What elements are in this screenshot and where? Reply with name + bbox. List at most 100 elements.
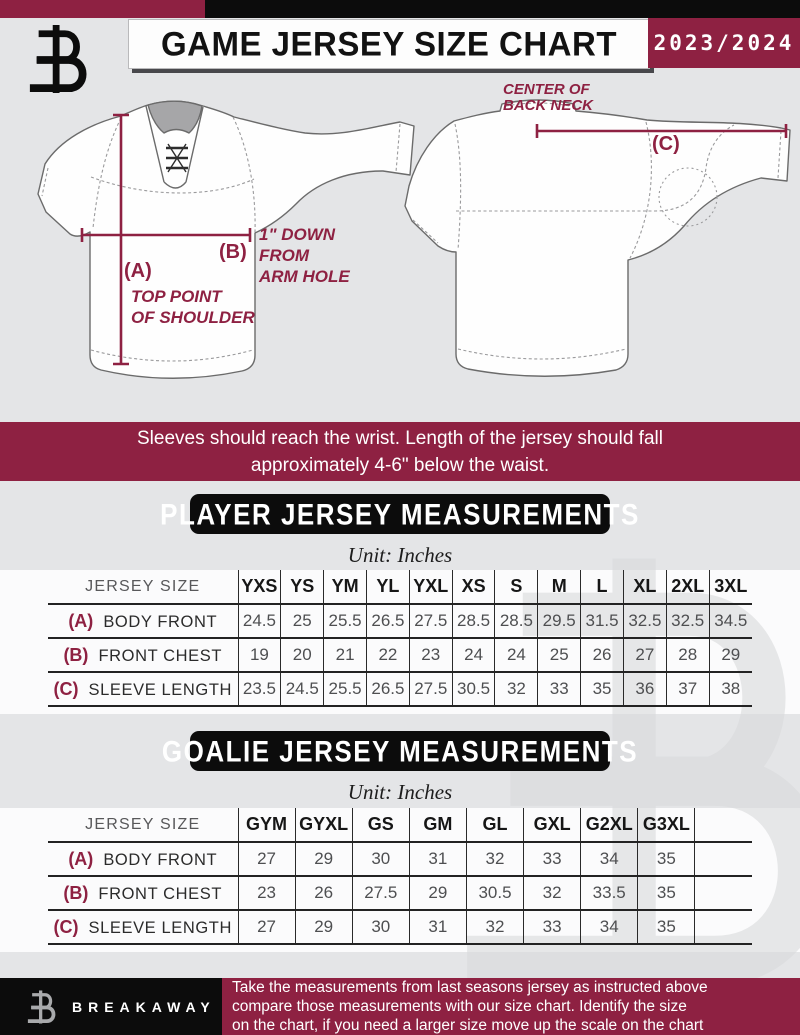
table-row: (C) SLEEVE LENGTH 23.5 24.5 25.5 26.5 27.5 30.5… [48,672,752,706]
player-unit-label: Unit: Inches [347,543,453,567]
row-key: (B) [63,644,89,665]
size-column-header: GYXL [294,808,353,842]
measurement-cell: 19 [237,638,281,672]
table-row: (A) BODY FRONT 27 29 30 31 32 33 34 35 [48,842,752,876]
size-column-header: YXS [237,570,281,604]
measurement-cell: 32 [465,842,524,876]
measurement-cell: 25.5 [323,604,367,638]
caption-a: TOP POINT OF SHOULDER [131,287,255,327]
caption-c: CENTER OF BACK NECK [503,81,593,114]
measurement-cell: 26 [580,638,624,672]
measurement-cell: 31 [408,910,467,944]
measurement-cell: 27 [622,638,667,672]
size-column-header: GM [408,808,467,842]
size-column-header: XL [622,570,667,604]
measurement-cell: 32.5 [665,604,710,638]
measurement-cell: 36 [622,672,667,706]
measurement-cell: 25.5 [323,672,367,706]
footer-brand-name: BREAKAWAY [72,998,216,1015]
size-column-header: G2XL [580,808,638,842]
measurement-cell: 28.5 [451,604,495,638]
player-size-table: JERSEY SIZE YXS YS YM YL YXL XS S M L XL 2XL 3XL (A) B… [48,570,752,707]
measurement-cell: 23 [408,638,453,672]
measurement-cell: 33.5 [580,876,638,910]
collar-lace [166,143,188,173]
measurement-cell: 24 [494,638,538,672]
size-column-header: GS [351,808,410,842]
measurement-cell: 30 [351,910,410,944]
measurement-cell [694,876,752,910]
size-column-header: GXL [523,808,581,842]
top-accent-bar-black [205,0,800,18]
measurement-cell: 30 [351,842,410,876]
page-title: GAME JERSEY SIZE CHART [161,24,617,63]
measurement-cell: 37 [665,672,710,706]
goalie-section-heading: GOALIE JERSEY MEASUREMENTS [161,733,639,768]
table-row: (B) FRONT CHEST 19 20 21 22 23 24 24 25 26 27 28 29 [48,638,752,672]
measurement-cell: 20 [280,638,324,672]
size-column-header: YXL [408,570,453,604]
measurement-cell: 34 [580,910,638,944]
measurement-cell: 33 [523,910,581,944]
footer-note-block: Take the measurements from last seasons … [222,978,800,1035]
measurement-cell: 32 [523,876,581,910]
measurement-cell: 29.5 [537,604,581,638]
measurement-cell: 26.5 [366,672,410,706]
player-section-heading-box: PLAYER JERSEY MEASUREMENTS [160,494,638,534]
row-label: SLEEVE LENGTH [88,680,233,699]
footer-note-line: compare those measurements with our size… [232,998,687,1015]
measurement-cell: 35 [637,842,695,876]
row-label-cell: (B) FRONT CHEST [48,876,238,910]
top-accent-bar-maroon [0,0,205,18]
caption-b: 1" DOWN FROM ARM HOLE [259,225,350,286]
measurement-cell: 30.5 [465,876,524,910]
row-label: FRONT CHEST [98,884,223,903]
measurement-cell: 29 [294,842,353,876]
player-section-heading: PLAYER JERSEY MEASUREMENTS [160,496,640,531]
measurement-cell: 33 [523,842,581,876]
measurement-cell: 35 [637,910,695,944]
size-column-header: G3XL [637,808,695,842]
row-label-cell: (C) SLEEVE LENGTH [48,672,238,706]
label-c: (C) [652,133,680,155]
row-label-cell: (C) SLEEVE LENGTH [48,910,238,944]
row-key: (A) [68,610,94,631]
size-column-header: S [494,570,538,604]
measurement-cell: 38 [708,672,752,706]
row-label: BODY FRONT [103,612,218,631]
season-label: 2023/2024 [653,31,795,55]
table-row: (C) SLEEVE LENGTH 27 29 30 31 32 33 34 35 [48,910,752,944]
measurement-cell: 32 [494,672,538,706]
table-header-row: JERSEY SIZE YXS YS YM YL YXL XS S M L XL 2XL 3XL [48,570,752,604]
row-key: (C) [53,916,79,937]
measurement-cell: 35 [580,672,624,706]
label-b: (B) [219,241,247,263]
size-column-header: GYM [237,808,296,842]
table-row: (A) BODY FRONT 24.5 25 25.5 26.5 27.5 28.5 28.5 2… [48,604,752,638]
size-column-header: L [580,570,624,604]
measurement-cell: 27 [237,910,296,944]
jersey-back-diagram [404,99,791,377]
measurement-cell: 31.5 [580,604,624,638]
page-title-box: GAME JERSEY SIZE CHART [128,19,650,69]
measurement-cell: 33 [537,672,581,706]
table-row: (B) FRONT CHEST 23 26 27.5 29 30.5 32 33.5 35 [48,876,752,910]
goalie-section-heading-box: GOALIE JERSEY MEASUREMENTS [162,731,637,771]
measurement-cell: 29 [708,638,752,672]
measurement-cell: 24.5 [237,604,281,638]
measurement-cell: 29 [294,910,353,944]
measure-line-b [80,228,252,242]
banner-line-1: Sleeves should reach the wrist. Length o… [137,427,663,449]
size-column-header: M [537,570,581,604]
footer-note-line: Take the measurements from last seasons … [232,979,708,996]
row-key: (B) [63,882,89,903]
size-column-header: XS [451,570,495,604]
row-label-cell: (B) FRONT CHEST [48,638,238,672]
measurement-cell: 32 [465,910,524,944]
measurement-cell: 21 [323,638,367,672]
measurement-cell: 24 [451,638,495,672]
goalie-size-table: JERSEY SIZE GYM GYXL GS GM GL GXL G2XL G3XL (A) BO… [48,808,752,945]
footer-brand-block: BREAKAWAY [0,978,222,1035]
goalie-unit-label: Unit: Inches [347,780,453,804]
